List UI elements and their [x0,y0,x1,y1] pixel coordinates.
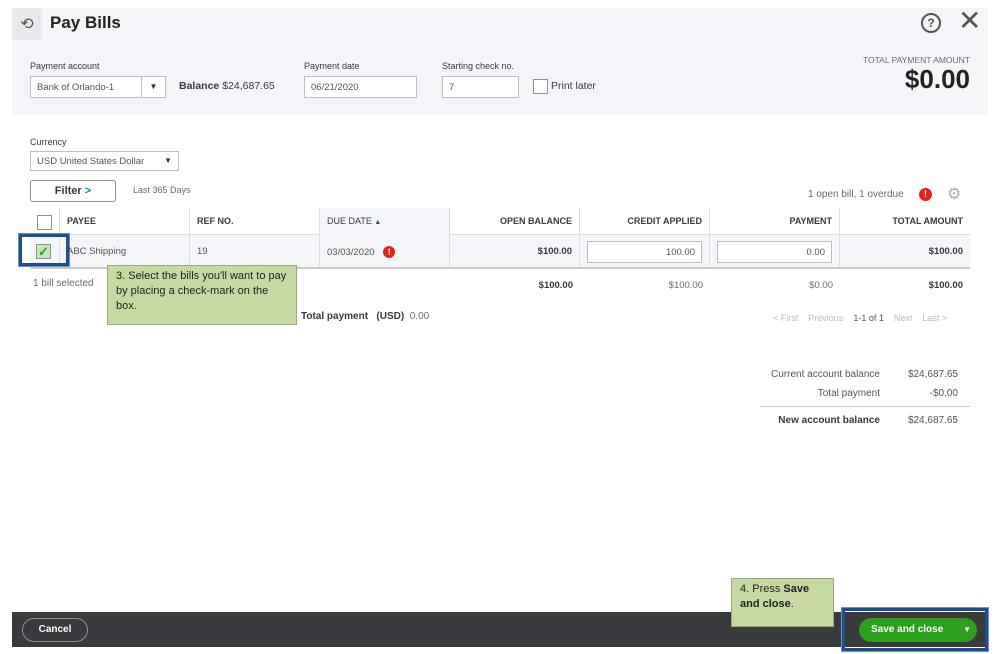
new-balance-label: New account balance [778,415,880,426]
total-amount-cell: $100.00 [928,246,963,257]
col-total-amount[interactable]: TOTAL AMOUNT [892,216,963,226]
total-payment-value: $0.00 [904,64,970,94]
select-all-checkbox[interactable] [37,215,52,230]
help-icon[interactable]: ? [921,13,941,33]
step3-note: 3. Select the bills you'll want to pay b… [107,265,297,325]
chevron-down-icon: ▼ [141,77,165,97]
overdue-icon: ! [383,246,396,258]
next-page-link[interactable]: Next [893,313,913,323]
col-credit-applied[interactable]: CREDIT APPLIED [580,208,710,235]
total-open-balance: $100.00 [538,280,573,291]
total-payment-line: Total payment (USD) 0.00 [301,311,430,322]
balance-value: $24,687.65 [222,80,275,92]
currency-select[interactable]: USD United States Dollar ▼ [30,151,179,171]
pay-bills-clock-icon: ⟲ [12,8,42,40]
pagination: < First Previous 1-1 of 1 Next Last > [773,313,947,323]
cancel-button[interactable]: Cancel [22,618,88,642]
print-later-label: Print later [551,80,596,92]
current-balance-value: $24,687.65 [907,369,958,380]
credit-applied-input[interactable]: 100.00 [587,241,702,263]
gear-icon[interactable]: ⚙ [947,186,962,203]
chevron-right-icon: > [84,185,92,197]
select-all-cell [30,208,60,235]
payment-date-input[interactable]: 06/21/2020 [304,76,417,98]
page-title: Pay Bills [50,13,121,32]
print-later-checkbox[interactable] [533,79,548,94]
payment-input[interactable]: 0.00 [717,241,832,263]
total-payment-col: $0.00 [809,280,833,291]
payment-date-label: Payment date [304,61,360,71]
payment-account-label: Payment account [30,61,100,71]
step4-note: 4. Press Save and close. [731,578,834,627]
bill-summary: 1 open bill, 1 overdue [808,189,904,200]
total-credit-applied: $100.00 [668,280,703,291]
total-payment-summary-label: Total payment [817,388,880,399]
page-range: 1-1 of 1 [853,313,884,323]
total-amount-col: $100.00 [928,280,963,291]
open-balance-cell: $100.00 [450,235,580,268]
save-and-close-button[interactable]: Save and close ▼ [859,618,977,642]
check-no-label: Starting check no. [442,61,515,71]
row-select-cell [30,235,60,268]
row-checkbox[interactable]: ✓ [36,244,51,259]
new-balance-value: $24,687.65 [907,415,958,426]
last-page-link[interactable]: Last > [922,313,948,323]
total-payment-summary-value: -$0.00 [929,388,958,399]
bills-selected: 1 bill selected [33,278,94,289]
first-page-link[interactable]: < First [773,313,799,323]
col-due-date[interactable]: DUE DATE ▲ [320,208,450,235]
save-highlight [841,607,989,652]
check-no-input[interactable]: 7 [442,76,519,98]
previous-page-link[interactable]: Previous [808,313,844,323]
currency-value: USD United States Dollar [37,156,145,167]
filter-button[interactable]: Filter > [30,180,116,202]
checkbox-highlight [18,233,70,267]
table-header [30,208,970,235]
col-open-balance[interactable]: OPEN BALANCE [450,208,580,235]
current-balance-label: Current account balance [771,369,880,380]
chevron-down-icon[interactable]: ▼ [963,625,971,634]
total-payment-label: TOTAL PAYMENT AMOUNT [862,55,970,65]
divider [760,406,970,407]
overdue-icon: ! [919,188,932,201]
currency-label: Currency [30,137,67,147]
col-payee[interactable]: PAYEE [60,208,190,235]
col-payment[interactable]: PAYMENT [710,208,840,235]
ref-cell: 19 [190,235,320,268]
sort-asc-icon: ▲ [374,219,382,226]
chevron-down-icon: ▼ [164,156,172,165]
payment-account-value: Bank of Orlando-1 [37,82,115,93]
payment-account-select[interactable]: Bank of Orlando-1 ▼ [30,76,166,98]
close-icon[interactable]: ✕ [958,5,982,36]
filter-range: Last 365 Days [133,185,191,195]
payment-cell: 0.00 [710,235,840,268]
payee-cell: ABC Shipping [60,235,190,268]
due-date-cell: 03/03/2020 ! [320,235,450,268]
col-ref[interactable]: REF NO. [190,208,320,235]
credit-applied-cell: 100.00 [580,235,710,268]
balance-label: Balance [179,80,220,92]
